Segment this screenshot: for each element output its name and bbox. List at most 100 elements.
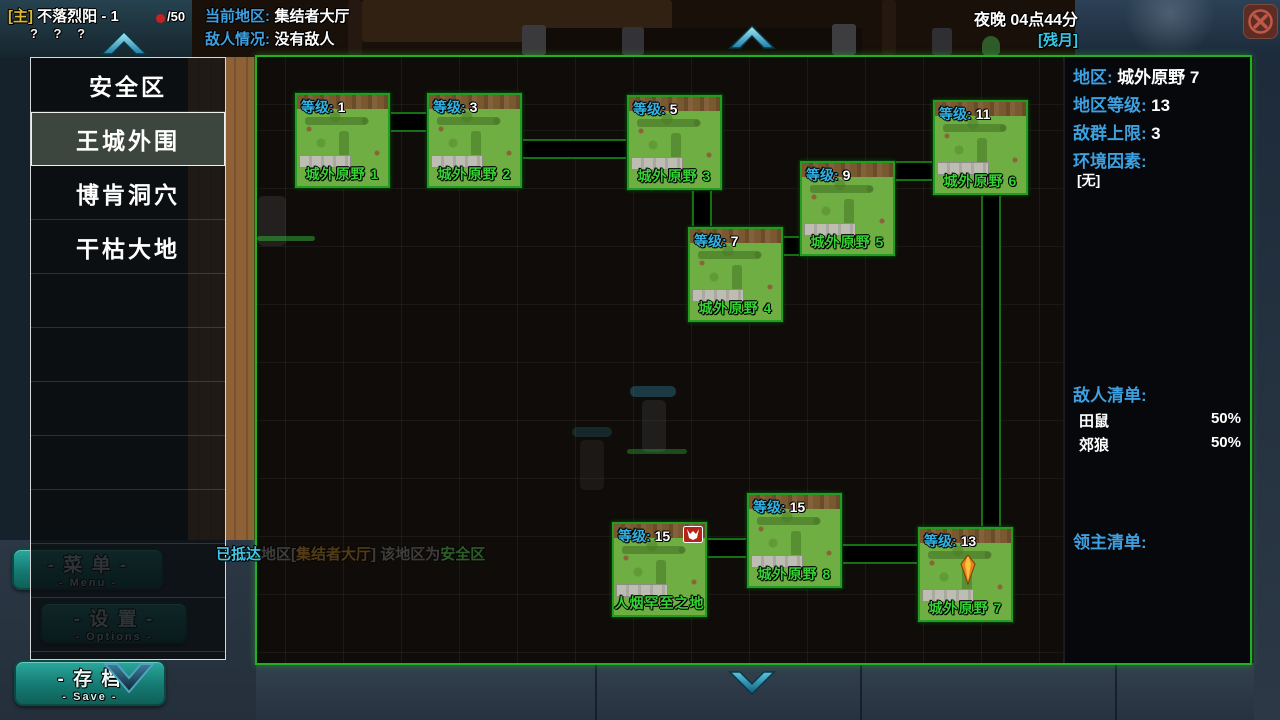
chevron-up-icon[interactable] [100,30,148,56]
sidebar-empty-slot[interactable] [31,490,225,544]
location-crystal-icon [960,554,976,586]
sidebar-empty-slot[interactable] [31,328,225,382]
node-name: 城外原野 2 [437,166,512,182]
map-node[interactable]: 等级: 15 人烟罕至之地 [612,522,707,617]
map-node[interactable]: 等级: 5 城外原野 3 [627,95,722,190]
node-name: 城外原野 3 [637,168,712,184]
region-level-label: 地区等级: [1073,96,1147,115]
node-level-label: 等级: [924,533,957,549]
bottom-bar-seam [595,665,597,720]
node-dirt-band [802,163,893,177]
node-grass-streak [844,199,854,227]
map-node[interactable]: 等级: 13 城外原野 7 [918,527,1013,622]
region-value: 城外原野 7 [1117,68,1200,87]
region-level-value: 13 [1151,96,1171,115]
node-name: 城外原野 4 [698,300,773,316]
sidebar-empty-slot[interactable] [31,274,225,328]
player-name-line: [主] 不落烈阳 - 1 [8,5,119,26]
node-grass-streak [339,131,349,159]
map-node[interactable]: 等级: 7 城外原野 4 [688,227,783,322]
log-zone: 安全区 [440,546,486,563]
close-icon[interactable] [1243,4,1278,39]
current-area-value: 集结者大厅 [274,8,350,25]
node-grass-streak [671,133,681,161]
map-node[interactable]: 等级: 3 城外原野 2 [427,93,522,188]
npc-sprite-ghost [642,400,666,452]
node-level-value: 7 [730,233,739,249]
enemy-cap-value: 3 [1151,124,1161,143]
region-label: 地区: [1073,68,1113,87]
boss-skull-icon [683,526,703,543]
tavern-counter [522,28,862,55]
sidebar-region-item[interactable]: 安全区 [31,58,225,112]
scene-right-strip [1254,55,1280,720]
log-dim: 地区[ [261,546,297,563]
player-status-panel [0,0,192,57]
node-dirt-band [429,95,520,109]
map-node[interactable]: 等级: 9 城外原野 5 [800,161,895,256]
sidebar-empty-slot[interactable] [31,598,225,652]
log-arrive: 已抵达 [216,546,262,563]
node-name: 城外原野 6 [943,173,1018,189]
log-dim: ] [371,546,377,563]
node-level-value: 3 [469,99,478,115]
node-stone-path [922,589,974,602]
tavern-figure [832,24,856,55]
lord-list-label: 领主清单: [1073,533,1147,552]
chevron-down-icon[interactable] [728,670,776,696]
enemy-state-row: 敌人情况: 没有敌人 [205,28,334,49]
node-grass-streak [757,517,819,525]
sidebar-region-item[interactable]: 王城外围 [31,112,225,166]
enemy-list-row: 田鼠 50% [1079,410,1241,431]
node-grass-streak [637,119,699,127]
node-stone-path [616,584,668,597]
sidebar-empty-slot[interactable] [31,436,225,490]
node-level-value: 9 [842,167,851,183]
node-level-label: 等级: [753,499,786,515]
hp-dot-icon [156,14,165,23]
node-dirt-band [690,229,781,243]
player-name: 不落烈阳 - 1 [37,8,119,25]
enemy-rate: 50% [1210,410,1241,427]
chevron-up-icon[interactable] [728,24,776,50]
bottom-bar-seam [860,665,862,720]
node-level-label: 等级: [633,101,666,117]
sidebar-empty-slot[interactable] [31,382,225,436]
player-tag: [主] [8,8,33,25]
node-dirt-band [749,495,840,509]
moon-phase: [残月] [1038,32,1078,49]
log-dim: 该地区为 [376,546,441,563]
map-node[interactable]: 等级: 11 城外原野 6 [933,100,1028,195]
node-dirt-band [935,102,1026,116]
world-map-panel: 等级: 1 城外原野 1 等级: 3 [255,55,1252,665]
arrival-log-text: 已抵达地区[集结者大厅] 该地区为安全区 [216,543,485,564]
chevron-down-icon[interactable] [103,660,155,694]
save-button-sublabel: - Save - [62,690,118,703]
node-stone-path [692,289,744,302]
npc-hp-bar-ghost [257,236,315,241]
map-connection-road [895,161,933,181]
enemy-list-label: 敌人清单: [1073,386,1147,405]
node-grass-streak [622,546,684,554]
npc-sprite-ghost [580,440,604,490]
map-node[interactable]: 等级: 1 城外原野 1 [295,93,390,188]
node-stone-path [431,155,483,168]
map-connection-road [783,236,800,256]
sidebar-region-item[interactable]: 干枯大地 [31,220,225,274]
sidebar-empty-slot[interactable] [31,544,225,598]
tavern-pillar [882,0,896,55]
bottom-bar-seam [1115,665,1117,720]
node-grass-streak [698,251,760,259]
map-grid-area: 等级: 1 城外原野 1 等级: 3 [257,57,1063,663]
node-level-value: 5 [669,101,678,117]
map-connection-road [522,139,627,159]
map-connection-road [390,112,427,132]
sidebar-region-item[interactable]: 博肯洞穴 [31,166,225,220]
node-level-label: 等级: [694,233,727,249]
map-node[interactable]: 等级: 15 城外原野 8 [747,493,842,588]
node-stone-path [937,162,989,175]
enemy-state-value: 没有敌人 [274,31,335,48]
node-stone-path [751,555,803,568]
environment-label: 环境因素: [1073,152,1147,171]
npc-name-ghost [572,427,612,437]
